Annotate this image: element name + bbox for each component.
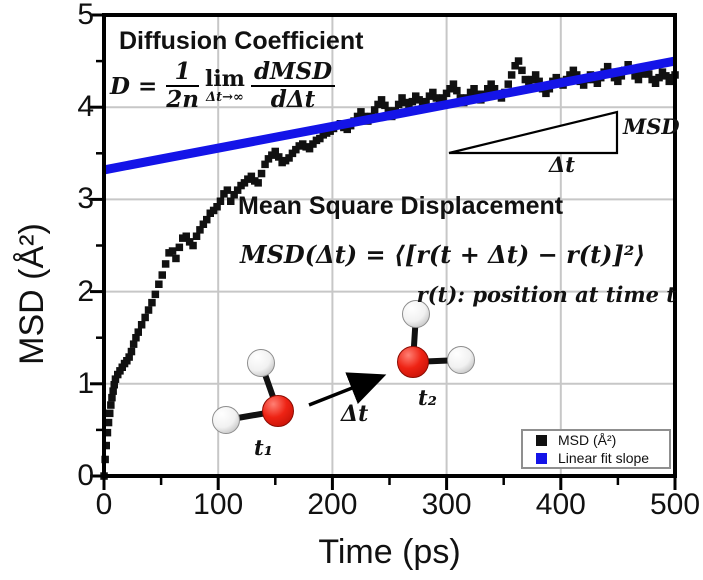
y-axis-title: MSD (Å²)	[13, 223, 51, 365]
y-tick-label: 1	[77, 366, 94, 400]
legend-item-fit: Linear fit slope	[536, 449, 669, 466]
legend: MSD (Å²) Linear fit slope	[521, 429, 671, 469]
x-tick-label: 0	[95, 488, 113, 521]
water-molecule-t1	[212, 349, 294, 434]
msd-title: Mean Square Displacement	[238, 192, 564, 220]
oxygen-atom	[397, 346, 429, 378]
legend-item-msd: MSD (Å²)	[536, 431, 669, 448]
x-tick-label: 400	[535, 488, 586, 521]
formula-limit: lim Δt→∞	[204, 66, 245, 106]
arrow-dt-label: Δt	[341, 401, 369, 427]
x-tick-label: 500	[649, 488, 701, 521]
dt-arrow	[308, 372, 387, 407]
molecule-t1-label: t₁	[254, 435, 273, 460]
molecule-t2-label: t₂	[418, 385, 437, 410]
slope-triangle-dt-label: Δt	[549, 152, 575, 177]
y-tick-label: 0	[77, 459, 94, 492]
slope-triangle	[448, 110, 619, 155]
legend-swatch-msd	[536, 434, 547, 446]
hydrogen-atom	[212, 406, 240, 434]
formula-fraction-1: 1 2n	[166, 58, 199, 114]
position-note: r(t): position at time t	[416, 282, 676, 307]
formula-fraction-2: dMSD dΔt	[250, 59, 336, 112]
y-tick-label: 2	[77, 274, 94, 308]
x-tick-label: 100	[193, 488, 244, 521]
hydrogen-atom	[402, 300, 430, 328]
msd-formula: MSD(Δt) = ⟨[r(t + Δt) − r(t)]²⟩	[240, 240, 646, 269]
y-tick-label: 3	[77, 182, 94, 216]
water-molecule-t2	[397, 300, 475, 378]
y-tick-label: 4	[77, 90, 94, 124]
hydrogen-atom	[447, 346, 475, 374]
diffusion-coefficient-formula: D = 1 2n lim Δt→∞ dMSD dΔt	[110, 58, 336, 114]
legend-label-fit: Linear fit slope	[558, 449, 650, 466]
slope-triangle-msd-label: MSD	[623, 114, 680, 139]
formula-lhs: D =	[110, 72, 158, 100]
legend-swatch-fit	[536, 452, 547, 464]
x-axis-title: Time (ps)	[318, 533, 461, 571]
x-tick-label: 300	[421, 488, 472, 521]
x-tick-label: 200	[307, 488, 358, 521]
y-tick-label: 5	[77, 0, 94, 31]
hydrogen-atom	[247, 349, 275, 377]
diffusion-coefficient-title: Diffusion Coefficient	[119, 27, 364, 55]
legend-label-msd: MSD (Å²)	[558, 431, 617, 448]
oxygen-atom	[262, 395, 294, 427]
